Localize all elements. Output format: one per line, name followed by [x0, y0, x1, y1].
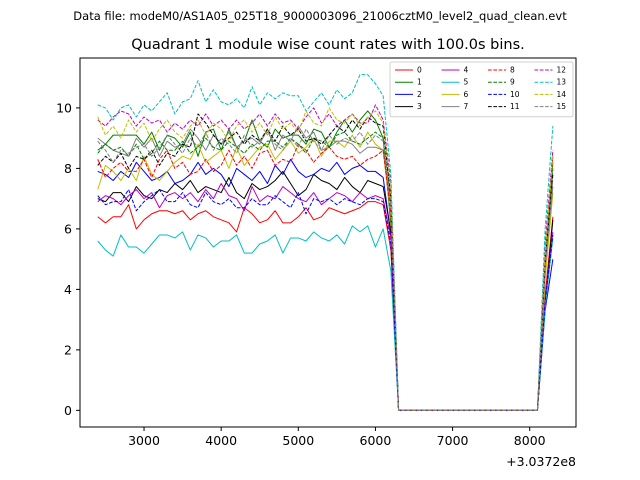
series-line-14: [97, 107, 554, 411]
y-tick-label: 0: [64, 403, 72, 418]
suptitle: Data file: modeM0/AS1A05_025T18_90000030…: [73, 9, 567, 23]
legend-label-7: 7: [464, 102, 469, 111]
legend-label-11: 11: [510, 102, 520, 111]
legend-label-15: 15: [557, 102, 567, 111]
x-tick-label: 5000: [282, 433, 314, 448]
y-tick-label: 10: [56, 100, 72, 115]
x-tick-label: 7000: [437, 433, 469, 448]
series-line-7: [97, 125, 554, 411]
x-tick-label: 4000: [205, 433, 237, 448]
legend-label-5: 5: [464, 78, 469, 87]
legend-label-4: 4: [464, 66, 469, 75]
legend-box: [389, 61, 574, 118]
series-line-3: [97, 170, 554, 411]
y-axis: 0 2 4 6 8 10: [56, 100, 80, 418]
x-tick-label: 8000: [514, 433, 546, 448]
series-line-10: [97, 189, 554, 411]
axes-frame: [79, 57, 577, 428]
legend-label-2: 2: [417, 90, 422, 99]
series-line-9: [97, 131, 554, 411]
legend-label-0: 0: [417, 66, 422, 75]
legend-label-8: 8: [510, 66, 515, 75]
series-line-6: [97, 131, 554, 411]
legend-label-6: 6: [464, 90, 469, 99]
series-line-11: [97, 113, 554, 411]
legend-label-10: 10: [510, 90, 520, 99]
legend-label-14: 14: [557, 90, 567, 99]
series-line-4: [97, 183, 554, 411]
legend-label-9: 9: [510, 78, 515, 87]
legend-label-3: 3: [417, 102, 422, 111]
x-tick-label: 3000: [128, 433, 160, 448]
legend-label-1: 1: [417, 78, 422, 87]
y-tick-label: 6: [64, 221, 72, 236]
y-tick-label: 2: [64, 342, 72, 357]
x-axis: 3000 4000 5000 6000 7000 8000: [128, 427, 546, 448]
series-line-13: [97, 74, 554, 411]
series-layer: [97, 74, 554, 411]
x-offset-label: +3.0372e8: [506, 454, 576, 469]
y-tick-label: 8: [64, 161, 72, 176]
chart-title: Quadrant 1 module wise count rates with …: [131, 37, 525, 53]
series-line-5: [97, 225, 554, 411]
x-tick-label: 6000: [360, 433, 392, 448]
series-line-15: [97, 128, 554, 411]
legend-label-12: 12: [557, 66, 567, 75]
y-tick-label: 4: [64, 282, 72, 297]
series-line-0: [97, 201, 554, 411]
series-line-8: [97, 143, 554, 411]
legend-label-13: 13: [557, 78, 567, 87]
